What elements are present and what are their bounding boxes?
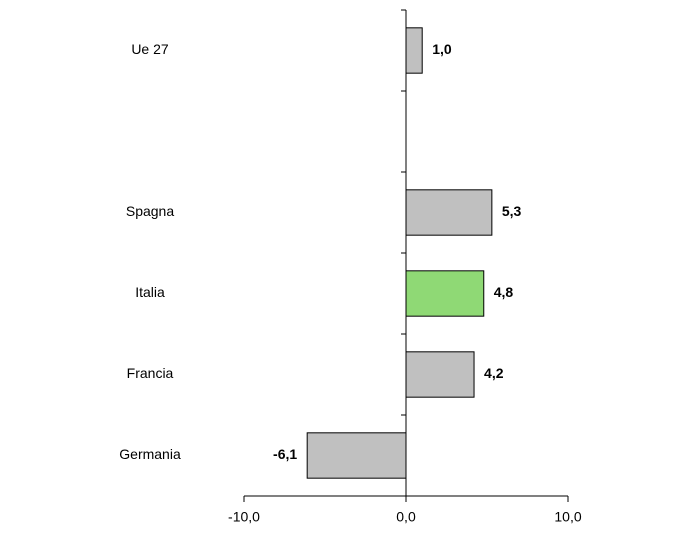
bar — [405, 189, 493, 236]
value-label: -6,1 — [273, 446, 297, 462]
value-label: 5,3 — [502, 203, 522, 219]
bar — [405, 27, 423, 74]
x-tick-label: -10,0 — [228, 509, 260, 525]
bar — [405, 351, 475, 398]
x-tick-label: 10,0 — [554, 509, 581, 525]
bar — [306, 432, 407, 479]
y-tick-label: Italia — [135, 284, 165, 300]
bar — [405, 270, 485, 317]
value-label: 1,0 — [432, 41, 452, 57]
value-label: 4,2 — [484, 365, 504, 381]
y-tick-label: Francia — [127, 365, 174, 381]
x-tick-label: 0,0 — [396, 509, 416, 525]
y-tick-label: Spagna — [126, 203, 174, 219]
y-tick-label: Germania — [119, 446, 181, 462]
y-tick-label: Ue 27 — [131, 41, 169, 57]
value-label: 4,8 — [494, 284, 514, 300]
